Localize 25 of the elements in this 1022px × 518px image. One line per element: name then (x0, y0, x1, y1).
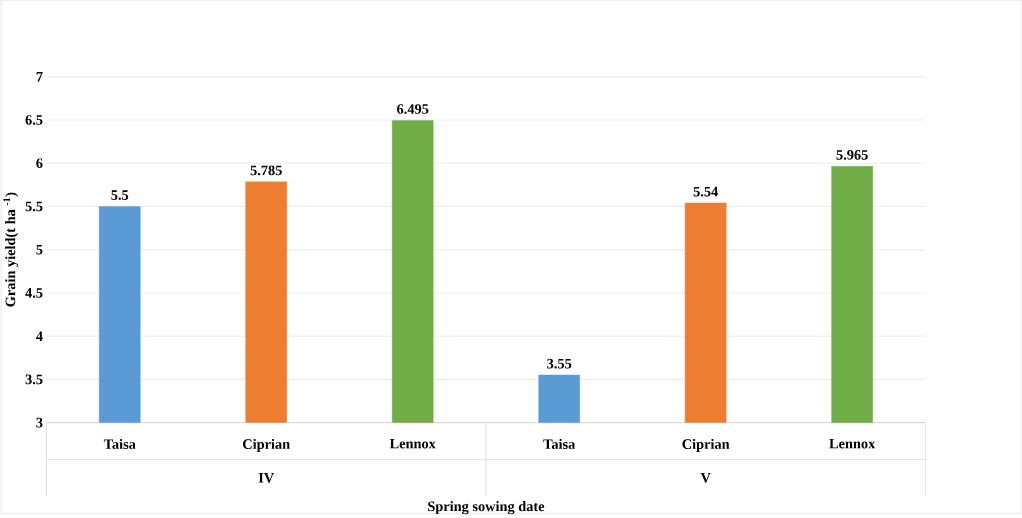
y-tick-label: 3 (36, 418, 43, 428)
data-label: 6.495 (397, 104, 429, 115)
data-label: 3.55 (547, 359, 572, 369)
y-tick-label: 7 (36, 72, 43, 82)
y-tick-label: 5.5 (25, 201, 43, 212)
text: V (700, 473, 711, 483)
y-tick-label: 6 (36, 158, 43, 169)
y-tick-label: 3.5 (25, 374, 43, 385)
y-tick-label: 6.5 (25, 115, 43, 126)
x-tick-label: Taisa (103, 439, 136, 450)
y-tick-label: 4.5 (25, 288, 43, 298)
data-label: 5.5 (111, 190, 129, 201)
y-axis-title: Grain yield(t ha $^{-1}$) (3, 192, 19, 307)
x-tick-label: Ciprian (243, 439, 290, 453)
y-tick-label: 4 (36, 331, 43, 342)
y-tick-label: 5 (36, 245, 43, 255)
x-tick-label: Ciprian (682, 439, 730, 453)
x-axis-title: Spring sowing date (428, 501, 545, 515)
data-label: 5.54 (693, 187, 718, 197)
data-label: 5.785 (250, 165, 282, 176)
x-tick-label: Lennox (829, 439, 876, 449)
text: IV (258, 473, 275, 483)
data-label: 5.965 (836, 150, 868, 160)
x-tick-label: Taisa (543, 439, 576, 450)
x-tick-label: Lennox (389, 439, 436, 449)
